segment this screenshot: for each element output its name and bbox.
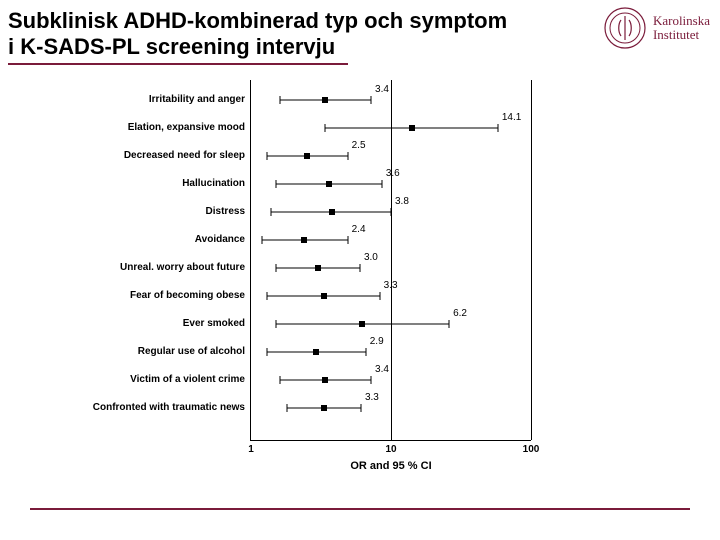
forest-row: Elation, expansive mood14.1	[251, 114, 531, 142]
or-value-label: 3.6	[386, 168, 400, 179]
ci-cap	[325, 124, 326, 132]
row-label: Irritability and anger	[91, 95, 245, 106]
ci-cap	[262, 236, 263, 244]
or-point	[315, 265, 321, 271]
ci-cap	[347, 236, 348, 244]
ci-cap	[449, 320, 450, 328]
or-value-label: 3.4	[375, 364, 389, 375]
ci-cap	[275, 180, 276, 188]
forest-row: Avoidance2.4	[251, 226, 531, 254]
ci-cap	[365, 348, 366, 356]
or-point	[313, 349, 319, 355]
or-point	[321, 293, 327, 299]
row-label: Unreal. worry about future	[91, 263, 245, 274]
row-label: Elation, expansive mood	[91, 123, 245, 134]
or-point	[304, 153, 310, 159]
or-value-label: 2.9	[370, 336, 384, 347]
forest-row: Unreal. worry about future3.0	[251, 254, 531, 282]
forest-row: Decreased need for sleep2.5	[251, 142, 531, 170]
or-point	[321, 405, 327, 411]
slide-title: Subklinisk ADHD-kombinerad typ och sympt…	[8, 8, 570, 65]
logo-text-line2: Institutet	[653, 28, 710, 42]
row-label: Confronted with traumatic news	[91, 403, 245, 414]
ci-cap	[266, 152, 267, 160]
ci-cap	[279, 96, 280, 104]
karolinska-logo: Karolinska Institutet	[603, 6, 710, 50]
or-point	[326, 181, 332, 187]
ci-cap	[266, 292, 267, 300]
forest-row: Fear of becoming obese3.3	[251, 282, 531, 310]
ci-cap	[266, 348, 267, 356]
row-label: Fear of becoming obese	[91, 291, 245, 302]
row-label: Ever smoked	[91, 319, 245, 330]
ci-cap	[271, 208, 272, 216]
or-point	[329, 209, 335, 215]
ci-cap	[347, 152, 348, 160]
or-point	[359, 321, 365, 327]
ci-cap	[275, 264, 276, 272]
ci-cap	[371, 376, 372, 384]
forest-row: Ever smoked6.2	[251, 310, 531, 338]
title-line-2: i K-SADS-PL screening intervju	[8, 34, 570, 60]
or-point	[301, 237, 307, 243]
forest-plot: OR and 95 % CI 1 10 100 Irritability and an…	[90, 80, 550, 480]
row-label: Hallucination	[91, 179, 245, 190]
forest-row: Confronted with traumatic news3.3	[251, 394, 531, 422]
forest-row: Regular use of alcohol2.9	[251, 338, 531, 366]
plot-region: OR and 95 % CI 110100Irritability and an…	[250, 80, 531, 441]
or-value-label: 14.1	[502, 112, 521, 123]
or-value-label: 3.8	[395, 196, 409, 207]
title-line-1: Subklinisk ADHD-kombinerad typ och sympt…	[8, 8, 570, 34]
or-value-label: 3.0	[364, 252, 378, 263]
x-tick-label: 1	[248, 444, 254, 455]
row-label: Avoidance	[91, 235, 245, 246]
or-value-label: 2.5	[352, 140, 366, 151]
or-point	[322, 377, 328, 383]
footer-rule	[30, 508, 690, 510]
title-underline	[8, 63, 348, 65]
or-point	[409, 125, 415, 131]
or-point	[322, 97, 328, 103]
logo-text: Karolinska Institutet	[653, 14, 710, 41]
ci-cap	[379, 292, 380, 300]
forest-row: Victim of a violent crime3.4	[251, 366, 531, 394]
or-value-label: 6.2	[453, 308, 467, 319]
ci-cap	[391, 208, 392, 216]
ci-cap	[279, 376, 280, 384]
row-label: Decreased need for sleep	[91, 151, 245, 162]
or-value-label: 3.4	[375, 84, 389, 95]
forest-row: Hallucination3.6	[251, 170, 531, 198]
slide: Subklinisk ADHD-kombinerad typ och sympt…	[0, 0, 720, 540]
x-tick-label: 10	[385, 444, 396, 455]
row-label: Regular use of alcohol	[91, 347, 245, 358]
ci-cap	[360, 404, 361, 412]
forest-row: Distress3.8	[251, 198, 531, 226]
or-value-label: 2.4	[352, 224, 366, 235]
seal-icon	[603, 6, 647, 50]
gridline	[531, 80, 532, 440]
or-value-label: 3.3	[365, 392, 379, 403]
ci-cap	[371, 96, 372, 104]
ci-cap	[286, 404, 287, 412]
forest-row: Irritability and anger3.4	[251, 86, 531, 114]
row-label: Distress	[91, 207, 245, 218]
logo-text-line1: Karolinska	[653, 14, 710, 28]
x-tick-label: 100	[523, 444, 540, 455]
x-axis-title: OR and 95 % CI	[350, 460, 431, 472]
ci-cap	[381, 180, 382, 188]
ci-cap	[359, 264, 360, 272]
ci-cap	[275, 320, 276, 328]
or-value-label: 3.3	[384, 280, 398, 291]
row-label: Victim of a violent crime	[91, 375, 245, 386]
ci-cap	[497, 124, 498, 132]
